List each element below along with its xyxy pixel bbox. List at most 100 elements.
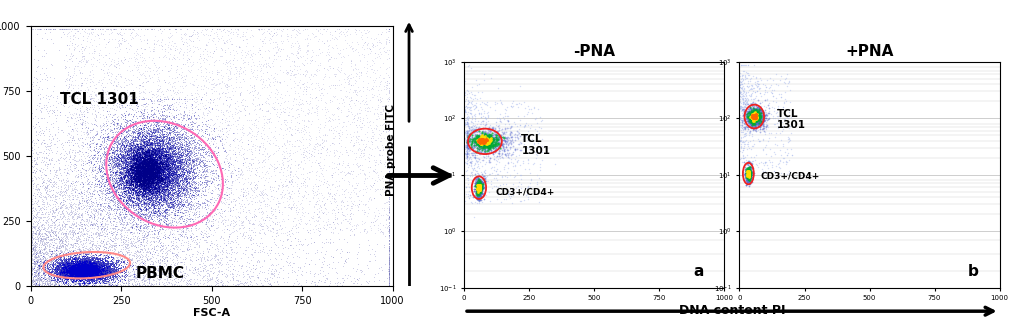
Point xyxy=(476,138,492,143)
Point xyxy=(278,232,294,238)
Point xyxy=(161,179,177,185)
Point xyxy=(165,128,181,133)
Point xyxy=(190,130,206,135)
Point xyxy=(735,116,751,121)
Point xyxy=(84,271,100,277)
Point xyxy=(163,159,179,164)
Point xyxy=(81,268,97,274)
Point xyxy=(290,114,307,119)
Point xyxy=(82,213,98,218)
Point xyxy=(114,164,130,169)
Point xyxy=(152,185,168,190)
Point xyxy=(158,160,174,165)
Point xyxy=(273,192,289,197)
Point xyxy=(138,26,154,31)
Point xyxy=(22,250,39,255)
Point xyxy=(152,157,168,162)
Point xyxy=(47,266,63,271)
Point xyxy=(79,272,96,277)
Point xyxy=(138,140,154,145)
Point xyxy=(74,265,91,270)
Point xyxy=(113,165,129,171)
Point xyxy=(59,139,75,145)
Point xyxy=(91,263,107,268)
Point xyxy=(146,133,162,138)
Point xyxy=(479,133,495,138)
Point xyxy=(462,148,478,153)
Point xyxy=(179,127,196,132)
Point xyxy=(98,180,114,185)
Point xyxy=(740,118,756,123)
Point xyxy=(182,190,199,196)
Point xyxy=(85,207,101,213)
Point xyxy=(143,163,159,168)
Point xyxy=(293,125,310,130)
Point xyxy=(185,112,202,118)
Point xyxy=(314,218,330,223)
Point xyxy=(191,188,207,194)
Point xyxy=(152,174,168,179)
Point xyxy=(221,148,237,153)
Point xyxy=(91,269,107,275)
Point xyxy=(79,262,96,267)
Point xyxy=(172,129,189,134)
Point xyxy=(137,164,153,170)
Point xyxy=(23,249,40,254)
Point xyxy=(88,257,104,262)
Point xyxy=(149,181,165,187)
Point xyxy=(88,271,104,276)
Point xyxy=(156,176,172,181)
Point xyxy=(131,176,148,181)
Point xyxy=(196,179,212,184)
Point xyxy=(77,265,94,270)
Point xyxy=(187,77,204,82)
Point xyxy=(136,156,152,162)
Point xyxy=(173,172,190,177)
Point xyxy=(52,188,68,193)
Point xyxy=(83,269,99,275)
Point xyxy=(747,108,763,113)
Point xyxy=(469,184,485,189)
Point xyxy=(95,278,111,283)
Point xyxy=(151,178,167,183)
Point xyxy=(141,200,157,205)
Point xyxy=(183,158,200,163)
Point xyxy=(61,277,77,282)
Point xyxy=(133,189,150,195)
Point xyxy=(138,174,154,179)
Point xyxy=(55,176,71,181)
Point xyxy=(58,268,74,274)
Point xyxy=(163,200,179,205)
Point xyxy=(147,130,163,135)
Point xyxy=(156,153,172,159)
Point xyxy=(189,140,205,145)
Point xyxy=(93,271,109,276)
Point xyxy=(35,218,51,223)
Point xyxy=(167,137,183,143)
Point xyxy=(121,180,138,185)
Point xyxy=(133,155,150,160)
Point xyxy=(149,248,165,253)
Point xyxy=(77,259,94,264)
Point xyxy=(120,138,137,144)
Point xyxy=(741,116,757,121)
Point xyxy=(62,267,78,273)
Point xyxy=(154,139,170,145)
Point xyxy=(135,164,151,169)
Point xyxy=(42,74,58,79)
Point xyxy=(740,112,756,117)
Point xyxy=(135,167,151,173)
Point xyxy=(120,118,137,123)
Point xyxy=(752,111,768,116)
Point xyxy=(141,130,157,135)
Point xyxy=(301,137,317,142)
Point xyxy=(164,174,180,179)
Point xyxy=(137,176,153,182)
Point xyxy=(103,30,119,35)
Point xyxy=(60,118,76,123)
Point xyxy=(137,231,153,236)
Point xyxy=(115,190,131,195)
Point xyxy=(34,192,50,198)
Point xyxy=(37,274,53,280)
Point xyxy=(52,264,68,269)
